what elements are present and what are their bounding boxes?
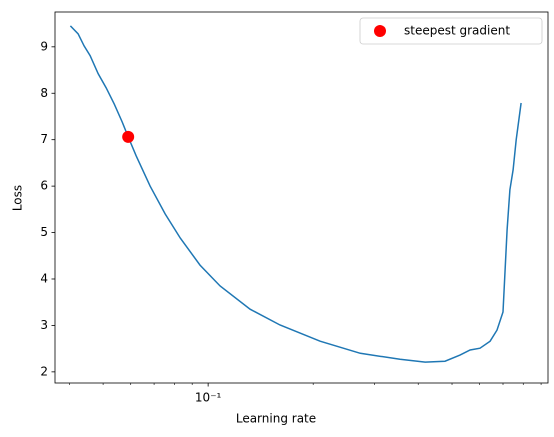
x-tick-label: 10⁻¹ (195, 391, 222, 405)
y-tick-label: 8 (40, 86, 48, 100)
x-axis-label: Learning rate (236, 412, 316, 426)
y-tick-label: 3 (40, 318, 48, 332)
y-tick-label: 2 (40, 364, 48, 378)
y-tick-label: 5 (40, 225, 48, 239)
legend: steepest gradient (359, 17, 543, 45)
y-tick-label: 6 (40, 179, 48, 193)
legend-marker (374, 25, 386, 37)
legend-label: steepest gradient (404, 24, 510, 38)
plot-frame (54, 11, 549, 384)
y-tick-label: 9 (40, 39, 48, 53)
y-tick-label: 4 (40, 271, 48, 285)
y-axis-label: Loss (11, 185, 25, 211)
y-tick-label: 7 (40, 132, 48, 146)
point (122, 130, 135, 143)
legend-box (359, 17, 543, 45)
loss-line (69, 25, 522, 363)
